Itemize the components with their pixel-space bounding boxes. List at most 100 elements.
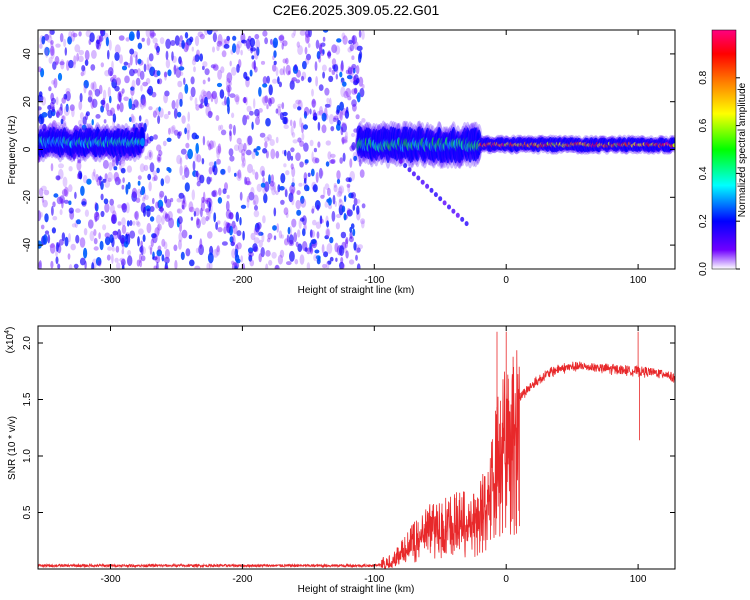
noise-speckle [67, 253, 71, 260]
noise-speckle [136, 221, 141, 228]
noise-speckle [73, 125, 79, 133]
noise-speckle [328, 75, 334, 83]
noise-speckle [55, 256, 59, 265]
x-tick-label: -200 [232, 275, 252, 286]
noise-speckle [277, 106, 281, 116]
noise-speckle [79, 237, 86, 248]
noise-speckle [153, 265, 158, 269]
noise-speckle [323, 186, 326, 197]
noise-speckle [48, 30, 52, 38]
noise-speckle [171, 51, 174, 61]
noise-speckle [311, 100, 317, 107]
noise-speckle [64, 186, 69, 197]
noise-speckle [164, 90, 170, 97]
noise-speckle [355, 254, 358, 261]
noise-speckle [123, 96, 129, 102]
noise-speckle [290, 125, 294, 136]
noise-speckle [49, 30, 55, 35]
noise-speckle [169, 126, 176, 134]
noise-speckle [242, 97, 247, 104]
noise-speckle [242, 230, 245, 241]
noise-speckle [266, 75, 271, 84]
noise-speckle [68, 166, 73, 172]
noise-speckle [126, 165, 132, 173]
noise-speckle [68, 59, 74, 69]
noise-speckle [153, 134, 158, 140]
noise-speckle [254, 108, 260, 117]
noise-speckle [140, 94, 146, 106]
noise-speckle [251, 151, 256, 160]
noise-speckle [310, 229, 316, 238]
noise-speckle [179, 165, 183, 176]
noise-speckle [320, 170, 324, 177]
noise-speckle [258, 253, 262, 263]
noise-speckle [136, 30, 140, 40]
noise-speckle [306, 262, 311, 269]
noise-speckle [300, 75, 305, 82]
noise-speckle [60, 59, 65, 70]
noise-speckle [273, 181, 276, 193]
noise-speckle [121, 184, 125, 190]
noise-speckle [359, 169, 365, 178]
noise-speckle [217, 197, 223, 204]
noise-speckle [327, 204, 333, 210]
noise-speckle [177, 216, 183, 225]
branch-dot [407, 167, 412, 173]
noise-speckle [114, 85, 120, 92]
noise-speckle [196, 181, 201, 187]
noise-speckle [206, 207, 209, 216]
noise-speckle [195, 142, 199, 154]
noise-speckle [281, 42, 284, 50]
noise-speckle [47, 234, 51, 244]
noise-speckle [283, 207, 289, 216]
noise-speckle [65, 87, 71, 94]
noise-speckle [248, 247, 254, 254]
noise-speckle [315, 39, 320, 49]
noise-speckle [325, 261, 330, 269]
noise-speckle [356, 205, 360, 215]
noise-speckle [297, 137, 302, 143]
noise-speckle [179, 157, 183, 166]
noise-speckle [236, 242, 242, 250]
noise-speckle [124, 153, 130, 161]
noise-speckle [254, 205, 258, 211]
noise-speckle [278, 230, 283, 239]
noise-speckle [40, 224, 45, 230]
noise-speckle [264, 37, 268, 45]
noise-speckle [51, 79, 56, 85]
noise-speckle [210, 64, 216, 69]
noise-speckle [93, 237, 98, 245]
noise-speckle [100, 99, 106, 106]
noise-speckle [300, 217, 305, 222]
noise-speckle [173, 244, 178, 252]
noise-speckle [102, 178, 107, 183]
noise-speckle [311, 98, 316, 109]
noise-speckle [273, 207, 277, 217]
x-tick-label: -100 [364, 574, 384, 585]
noise-speckle [280, 234, 284, 239]
y-tick-label: 0.5 [22, 505, 33, 519]
noise-speckle [260, 247, 265, 258]
noise-speckle [352, 228, 356, 237]
noise-speckle [291, 77, 297, 82]
noise-speckle [68, 264, 73, 269]
noise-speckle [95, 174, 99, 183]
spectrogram-x-label: Height of straight line (km) [298, 285, 415, 296]
noise-speckle [347, 184, 351, 194]
noise-speckle [38, 187, 44, 197]
noise-speckle [139, 99, 145, 110]
noise-speckle [146, 208, 151, 218]
noise-speckle [149, 135, 154, 142]
noise-speckle [207, 252, 214, 264]
noise-speckle [178, 56, 182, 65]
noise-speckle [138, 228, 144, 235]
noise-speckle [291, 32, 295, 39]
noise-speckle [358, 53, 362, 63]
noise-speckle [182, 195, 186, 204]
noise-speckle [110, 214, 116, 224]
noise-speckle [235, 43, 240, 55]
noise-speckle [349, 226, 353, 233]
noise-speckle [104, 236, 111, 246]
noise-speckle [143, 99, 147, 107]
